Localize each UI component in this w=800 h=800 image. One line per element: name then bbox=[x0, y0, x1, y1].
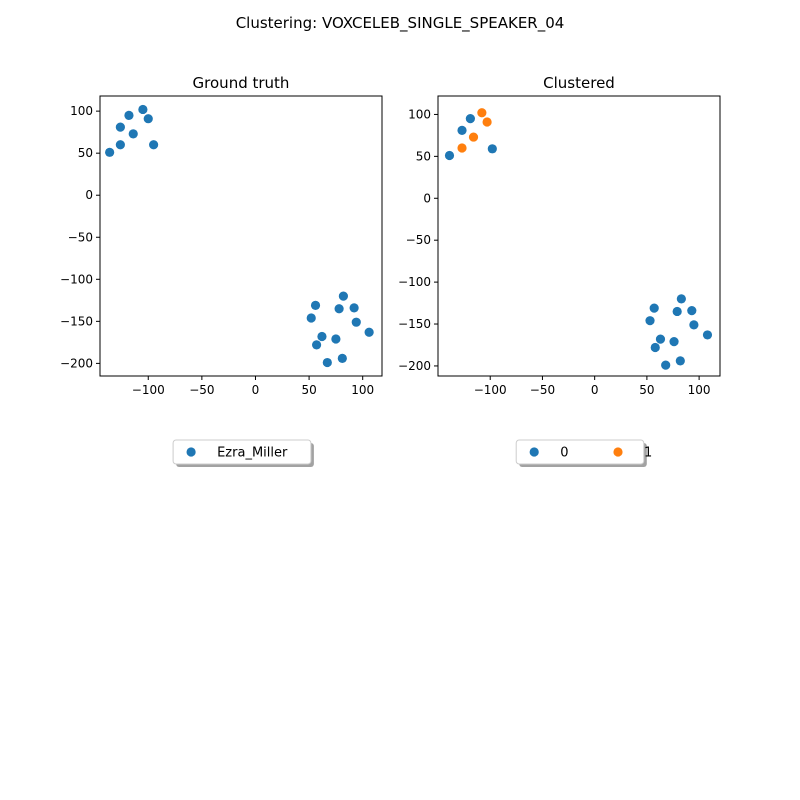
scatter-point bbox=[649, 303, 659, 313]
legend-box bbox=[515, 439, 645, 465]
y-tick-label: −100 bbox=[60, 272, 93, 286]
y-tick-label: 50 bbox=[78, 146, 93, 160]
scatter-point bbox=[669, 337, 679, 347]
y-tick-label: −50 bbox=[406, 233, 431, 247]
scatter-point bbox=[306, 313, 316, 323]
panel-clustered: Clustered −100 −50 0 50 100 100 50 0 −50 −100 −150 −… bbox=[398, 74, 721, 467]
legend-marker bbox=[529, 447, 539, 457]
x-tick-label: 50 bbox=[301, 383, 316, 397]
legend-marker bbox=[613, 447, 623, 457]
x-tick-label: 0 bbox=[252, 383, 260, 397]
scatter-point bbox=[444, 150, 455, 161]
y-tick-label: 0 bbox=[85, 188, 93, 202]
scatter-point bbox=[124, 110, 134, 120]
axes-frame bbox=[99, 95, 383, 377]
x-tick-label: 100 bbox=[688, 383, 711, 397]
x-tick-label: −50 bbox=[530, 383, 555, 397]
legend-label: 0 bbox=[560, 446, 568, 461]
scatter-point bbox=[128, 129, 138, 139]
scatter-point bbox=[349, 303, 359, 313]
scatter-point bbox=[115, 122, 125, 132]
axes-title: Clustered bbox=[543, 74, 615, 92]
scatter-point bbox=[482, 117, 492, 127]
scatter-point bbox=[487, 144, 497, 154]
legend-label: 1 bbox=[644, 446, 652, 461]
panel-ground-truth: Ground truth −100 −50 0 50 100 100 50 0 −50 −100 −1… bbox=[60, 74, 383, 467]
x-tick-label: 100 bbox=[351, 383, 374, 397]
scatter-point bbox=[457, 143, 467, 153]
y-tick-label: −150 bbox=[60, 314, 93, 328]
scatter-point bbox=[650, 342, 660, 353]
scatter-point bbox=[672, 306, 682, 317]
scatter-point bbox=[105, 147, 115, 157]
scatter-point bbox=[331, 334, 341, 344]
scatter-point bbox=[364, 327, 374, 337]
scatter-point bbox=[143, 114, 153, 124]
scatter-point bbox=[655, 334, 666, 344]
x-tick-label: 50 bbox=[639, 383, 654, 397]
y-tick-label: −200 bbox=[398, 359, 431, 373]
y-tick-label: 100 bbox=[70, 104, 93, 118]
y-tick-label: −150 bbox=[398, 317, 431, 331]
scatter-point bbox=[115, 140, 125, 150]
scatter-point bbox=[317, 331, 327, 342]
x-tick-label: −50 bbox=[189, 383, 214, 397]
scatter-point bbox=[351, 317, 361, 327]
scatter-point bbox=[675, 356, 685, 366]
axes-title: Ground truth bbox=[193, 74, 290, 92]
x-tick-label: 0 bbox=[591, 383, 599, 397]
x-tick-label: −100 bbox=[474, 383, 507, 397]
axes-frame bbox=[437, 95, 721, 377]
y-tick-label: 50 bbox=[416, 149, 431, 163]
scatter-point bbox=[310, 300, 321, 310]
scatter-point bbox=[661, 360, 671, 370]
y-tick-label: 100 bbox=[408, 107, 431, 121]
y-tick-label: −50 bbox=[68, 230, 93, 244]
scatter-point bbox=[338, 291, 348, 301]
scatter-point bbox=[477, 108, 487, 118]
legend: Ezra_Miller bbox=[172, 439, 314, 467]
scatter-point bbox=[322, 357, 332, 368]
scatter-point bbox=[311, 340, 322, 350]
legend-box bbox=[172, 439, 312, 465]
legend-marker bbox=[186, 447, 196, 457]
y-tick-label: −200 bbox=[60, 356, 93, 370]
x-tick-label: −100 bbox=[132, 383, 165, 397]
scatter-point bbox=[457, 125, 467, 135]
scatter-point bbox=[149, 140, 159, 150]
scatter-point bbox=[337, 353, 347, 363]
scatter-point bbox=[689, 320, 699, 330]
scatter-point bbox=[645, 316, 655, 326]
scatter-point bbox=[334, 304, 344, 314]
scatter-point bbox=[465, 114, 475, 124]
scatter-point bbox=[702, 330, 713, 340]
figure-suptitle: Clustering: VOXCELEB_SINGLE_SPEAKER_04 bbox=[236, 14, 565, 33]
scatter-point bbox=[687, 306, 697, 316]
legend-label: Ezra_Miller bbox=[217, 446, 288, 461]
scatter-point bbox=[138, 104, 148, 115]
y-tick-label: −100 bbox=[398, 275, 431, 289]
scatter-point bbox=[468, 132, 479, 142]
scatter-point bbox=[676, 294, 686, 304]
y-tick-label: 0 bbox=[423, 191, 431, 205]
